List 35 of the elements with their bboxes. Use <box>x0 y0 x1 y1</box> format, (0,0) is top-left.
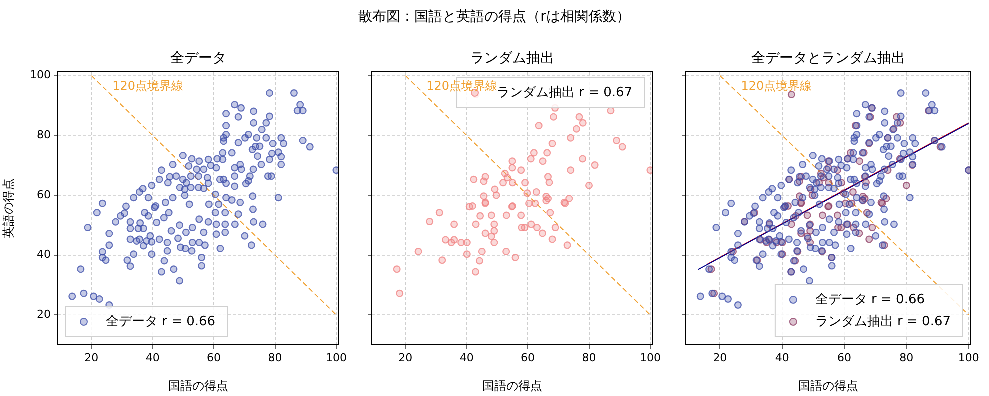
x-tick-label: 20 <box>713 351 728 364</box>
x-axis-title: 国語の得点 <box>168 378 228 393</box>
x-tick-label: 80 <box>582 351 596 364</box>
series-label: 120点境界線 <box>112 79 184 94</box>
series-label: 120点境界線 <box>741 79 812 94</box>
x-tick-label: 100 <box>958 351 980 364</box>
legend-label: ランダム抽出 r = 0.67 <box>497 85 633 100</box>
chart-title: 全データ <box>170 50 226 67</box>
y-tick-label: 60 <box>37 188 51 202</box>
x-tick-label: 60 <box>207 351 222 364</box>
legend-label: 全データ r = 0.66 <box>106 314 216 330</box>
x-tick-label: 80 <box>268 351 282 364</box>
x-tick-label: 20 <box>398 351 413 364</box>
x-tick-label: 80 <box>900 351 914 364</box>
x-tick-label: 40 <box>146 351 160 364</box>
y-tick-label: 20 <box>37 308 51 321</box>
legend-label: 全データ r = 0.66 <box>815 292 926 308</box>
series-label: 120点境界線 <box>426 79 498 94</box>
x-axis-title: 国語の得点 <box>482 378 542 393</box>
text: 散布図：国語と英語の得点（rは相関係数） <box>358 8 632 26</box>
x-axis-title: 国語の得点 <box>798 378 858 393</box>
x-tick-label: 40 <box>775 351 790 364</box>
x-tick-label: 100 <box>326 351 347 364</box>
y-tick-label: 80 <box>37 128 51 142</box>
legend-label: ランダム抽出 r = 0.67 <box>815 314 952 330</box>
y-axis-title: 英語の得点 <box>1 178 16 238</box>
x-tick-label: 40 <box>460 351 474 364</box>
chart-title: 全データとランダム抽出 <box>752 50 906 67</box>
x-tick-label: 60 <box>521 351 536 364</box>
chart-title: ランダム抽出 <box>470 50 554 67</box>
x-tick-label: 100 <box>640 351 661 364</box>
x-tick-label: 60 <box>838 351 852 364</box>
y-tick-label: 40 <box>37 248 51 262</box>
x-tick-label: 20 <box>84 351 99 364</box>
y-tick-label: 100 <box>30 68 51 82</box>
